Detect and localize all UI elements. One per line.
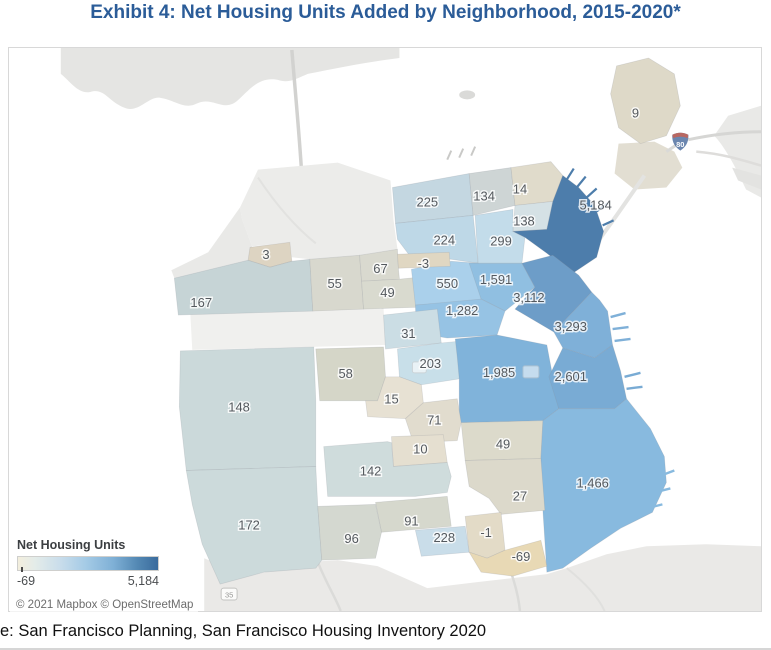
region-value-label: 3 [262, 247, 269, 262]
map-region-142 [323, 441, 452, 497]
map-value-labels: 9 225 134 14 138 224 299 5,184 3 167 55 67 49 550 -3 1,… [189, 104, 641, 565]
region-value-label: 1,985 [483, 365, 515, 380]
golden-gate-park [190, 307, 386, 350]
map-region--69 [468, 539, 548, 577]
region-value-label: 142 [360, 463, 382, 478]
road [566, 567, 606, 611]
region-value-label: 31 [401, 326, 415, 341]
region-value-label: 138 [513, 213, 535, 228]
region-value-label: 299 [490, 233, 512, 248]
bottom-rule [0, 648, 771, 650]
shield-35-label: 35 [225, 591, 233, 600]
potrero-piers [624, 371, 643, 390]
map-region-1,466 [540, 398, 667, 573]
marin-land [60, 48, 400, 110]
region-value-label: 49 [380, 285, 394, 300]
route-35-shield: 35 [220, 587, 238, 601]
presidio [240, 162, 398, 260]
exhibit-title: Exhibit 4: Net Housing Units Added by Ne… [90, 2, 681, 23]
sf-choropleth-map: 80 35 9 225 134 14 138 224 299 5,184 3 167 55 67 49 5… [9, 48, 761, 611]
region-value-label: -1 [480, 525, 492, 540]
map-region--3 [397, 251, 451, 269]
shield-80-label: 80 [676, 140, 684, 149]
shield-chief [672, 132, 689, 139]
faded-route-marker [522, 365, 540, 379]
road-shields: 80 35 [220, 132, 689, 601]
legend-max-label: 5,184 [127, 574, 159, 588]
region-value-label: 172 [238, 517, 260, 532]
wharf-piers [446, 146, 477, 161]
source-line: e: San Francisco Planning, San Francisco… [0, 622, 487, 640]
region-value-label: 2,601 [555, 369, 587, 384]
region-value-label: 71 [427, 413, 441, 428]
region-value-label: 27 [513, 488, 527, 503]
region-value-label: 91 [404, 513, 418, 528]
interstate-80-shield: 80 [672, 132, 689, 151]
region-value-label: 55 [328, 276, 342, 291]
faded-route-marker [411, 361, 427, 374]
map-attribution: © 2021 Mapbox © OpenStreetMap [10, 598, 199, 613]
alcatraz-island [459, 90, 476, 100]
shield-body [672, 132, 689, 151]
region-value-label: 58 [338, 366, 352, 381]
south-county-land [204, 544, 761, 611]
map-frame: 80 35 9 225 134 14 138 224 299 5,184 3 167 55 67 49 5… [8, 47, 762, 613]
region-value-label: 3,112 [513, 290, 544, 305]
region-value-label: 49 [496, 437, 510, 452]
region-value-label: 550 [436, 276, 458, 291]
legend: Net Housing Units -69 5,184 [10, 534, 174, 592]
map-region-9 [610, 57, 681, 145]
region-value-label: 203 [420, 356, 442, 371]
region-value-label: 228 [433, 530, 455, 545]
presidio-road [257, 176, 317, 245]
legend-title: Net Housing Units [17, 538, 126, 552]
map-region-96 [317, 504, 382, 561]
legend-min-label: -69 [17, 574, 36, 588]
region-value-label: 15 [384, 392, 398, 407]
region-value-label: 134 [473, 188, 495, 203]
shield-box [220, 587, 238, 601]
map-base-land [60, 48, 761, 611]
region-value-label: 148 [228, 400, 250, 415]
golden-gate-bridge [290, 49, 304, 176]
yerba-buena-island [614, 141, 683, 190]
map-region-224 [395, 215, 479, 264]
map-region-1,591 [468, 262, 536, 312]
region-value-label: -69 [512, 549, 531, 564]
bay-bridge-east-2 [696, 150, 761, 167]
legend-gradient-bar [17, 556, 159, 572]
map-piers [446, 146, 675, 510]
region-value-label: 224 [433, 232, 455, 247]
map-region-67 [359, 248, 400, 282]
region-value-label: 14 [513, 181, 527, 196]
map-region-172 [185, 466, 323, 585]
region-value-label: 225 [417, 194, 439, 209]
lands-end [171, 207, 253, 279]
region-value-label: 96 [344, 531, 358, 546]
region-value-label: -3 [418, 256, 430, 271]
map-region-91 [375, 496, 452, 533]
map-regions [173, 57, 681, 585]
road [316, 561, 342, 611]
region-value-label: 1,282 [446, 303, 478, 318]
region-value-label: 67 [373, 261, 387, 276]
map-region-167 [173, 258, 314, 316]
map-region-15 [365, 376, 424, 420]
region-value-label: 10 [413, 442, 427, 457]
legend-scale: -69 5,184 [17, 574, 159, 588]
map-region-5,184 [511, 174, 604, 274]
region-value-label: 167 [190, 295, 212, 310]
region-value-label: 1,466 [576, 475, 608, 490]
bayview-piers [646, 469, 675, 510]
region-value-label: 3,293 [555, 319, 587, 334]
region-value-label: 9 [632, 106, 639, 121]
bay-bridge-east [687, 130, 761, 142]
region-value-label: 5,184 [579, 197, 611, 212]
mission-bay-piers [610, 311, 631, 343]
region-value-label: 1,591 [480, 272, 512, 287]
map-region-3,293 [553, 291, 613, 359]
east-bay-sliver [732, 167, 761, 190]
downtown-piers [565, 167, 615, 227]
